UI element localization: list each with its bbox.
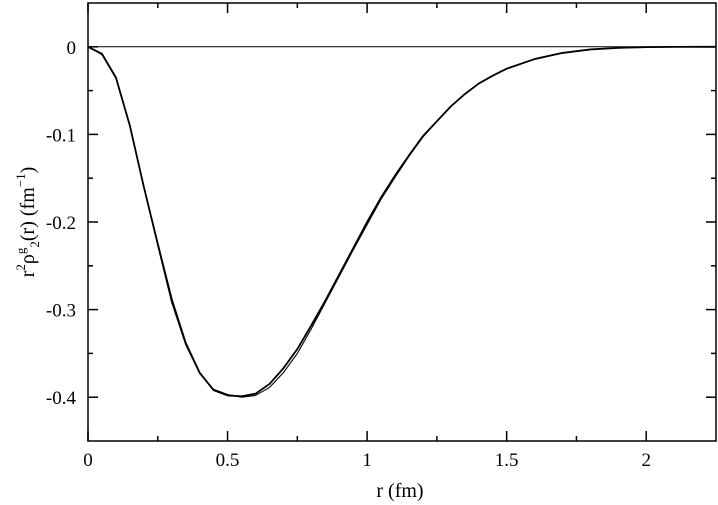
y-tick-label: -0.1 [46,125,76,146]
x-tick-label: 1 [362,450,372,471]
series-line-1 [87,45,716,398]
x-tick-label: 0.5 [216,450,240,471]
y-tick-label: -0.2 [46,213,76,234]
y-label-sub-2: 2 [27,241,42,248]
y-axis-label: r2ρg2(r) (fm−1) [13,167,42,278]
plot-frame [87,2,717,442]
y-label-sup-minus1: −1 [13,173,28,187]
series-line-2 [87,46,716,398]
y-tick-label: 0 [67,38,77,59]
y-label-sup-2: 2 [13,264,28,271]
y-label-units: (r) (fm [17,187,39,241]
x-tick-label: 0 [83,450,93,471]
y-tick-label: -0.3 [46,301,76,322]
x-axis-label: r (fm) [376,480,423,502]
y-axis-label-text: r2ρg2(r) (fm−1) [13,167,42,278]
y-label-rho: ρ [17,254,39,264]
x-tick-label: 1.5 [495,450,519,471]
x-tick-label: 2 [641,450,651,471]
y-label-sup-g: g [13,247,28,254]
y-label-close: ) [17,167,39,174]
axes: 0 0.5 1 1.5 2 0 -0.1 -0.2 -0.3 -0.4 [46,2,717,471]
y-label-r: r [17,270,39,277]
y-tick-label: -0.4 [46,388,77,409]
plot-area [87,45,716,398]
